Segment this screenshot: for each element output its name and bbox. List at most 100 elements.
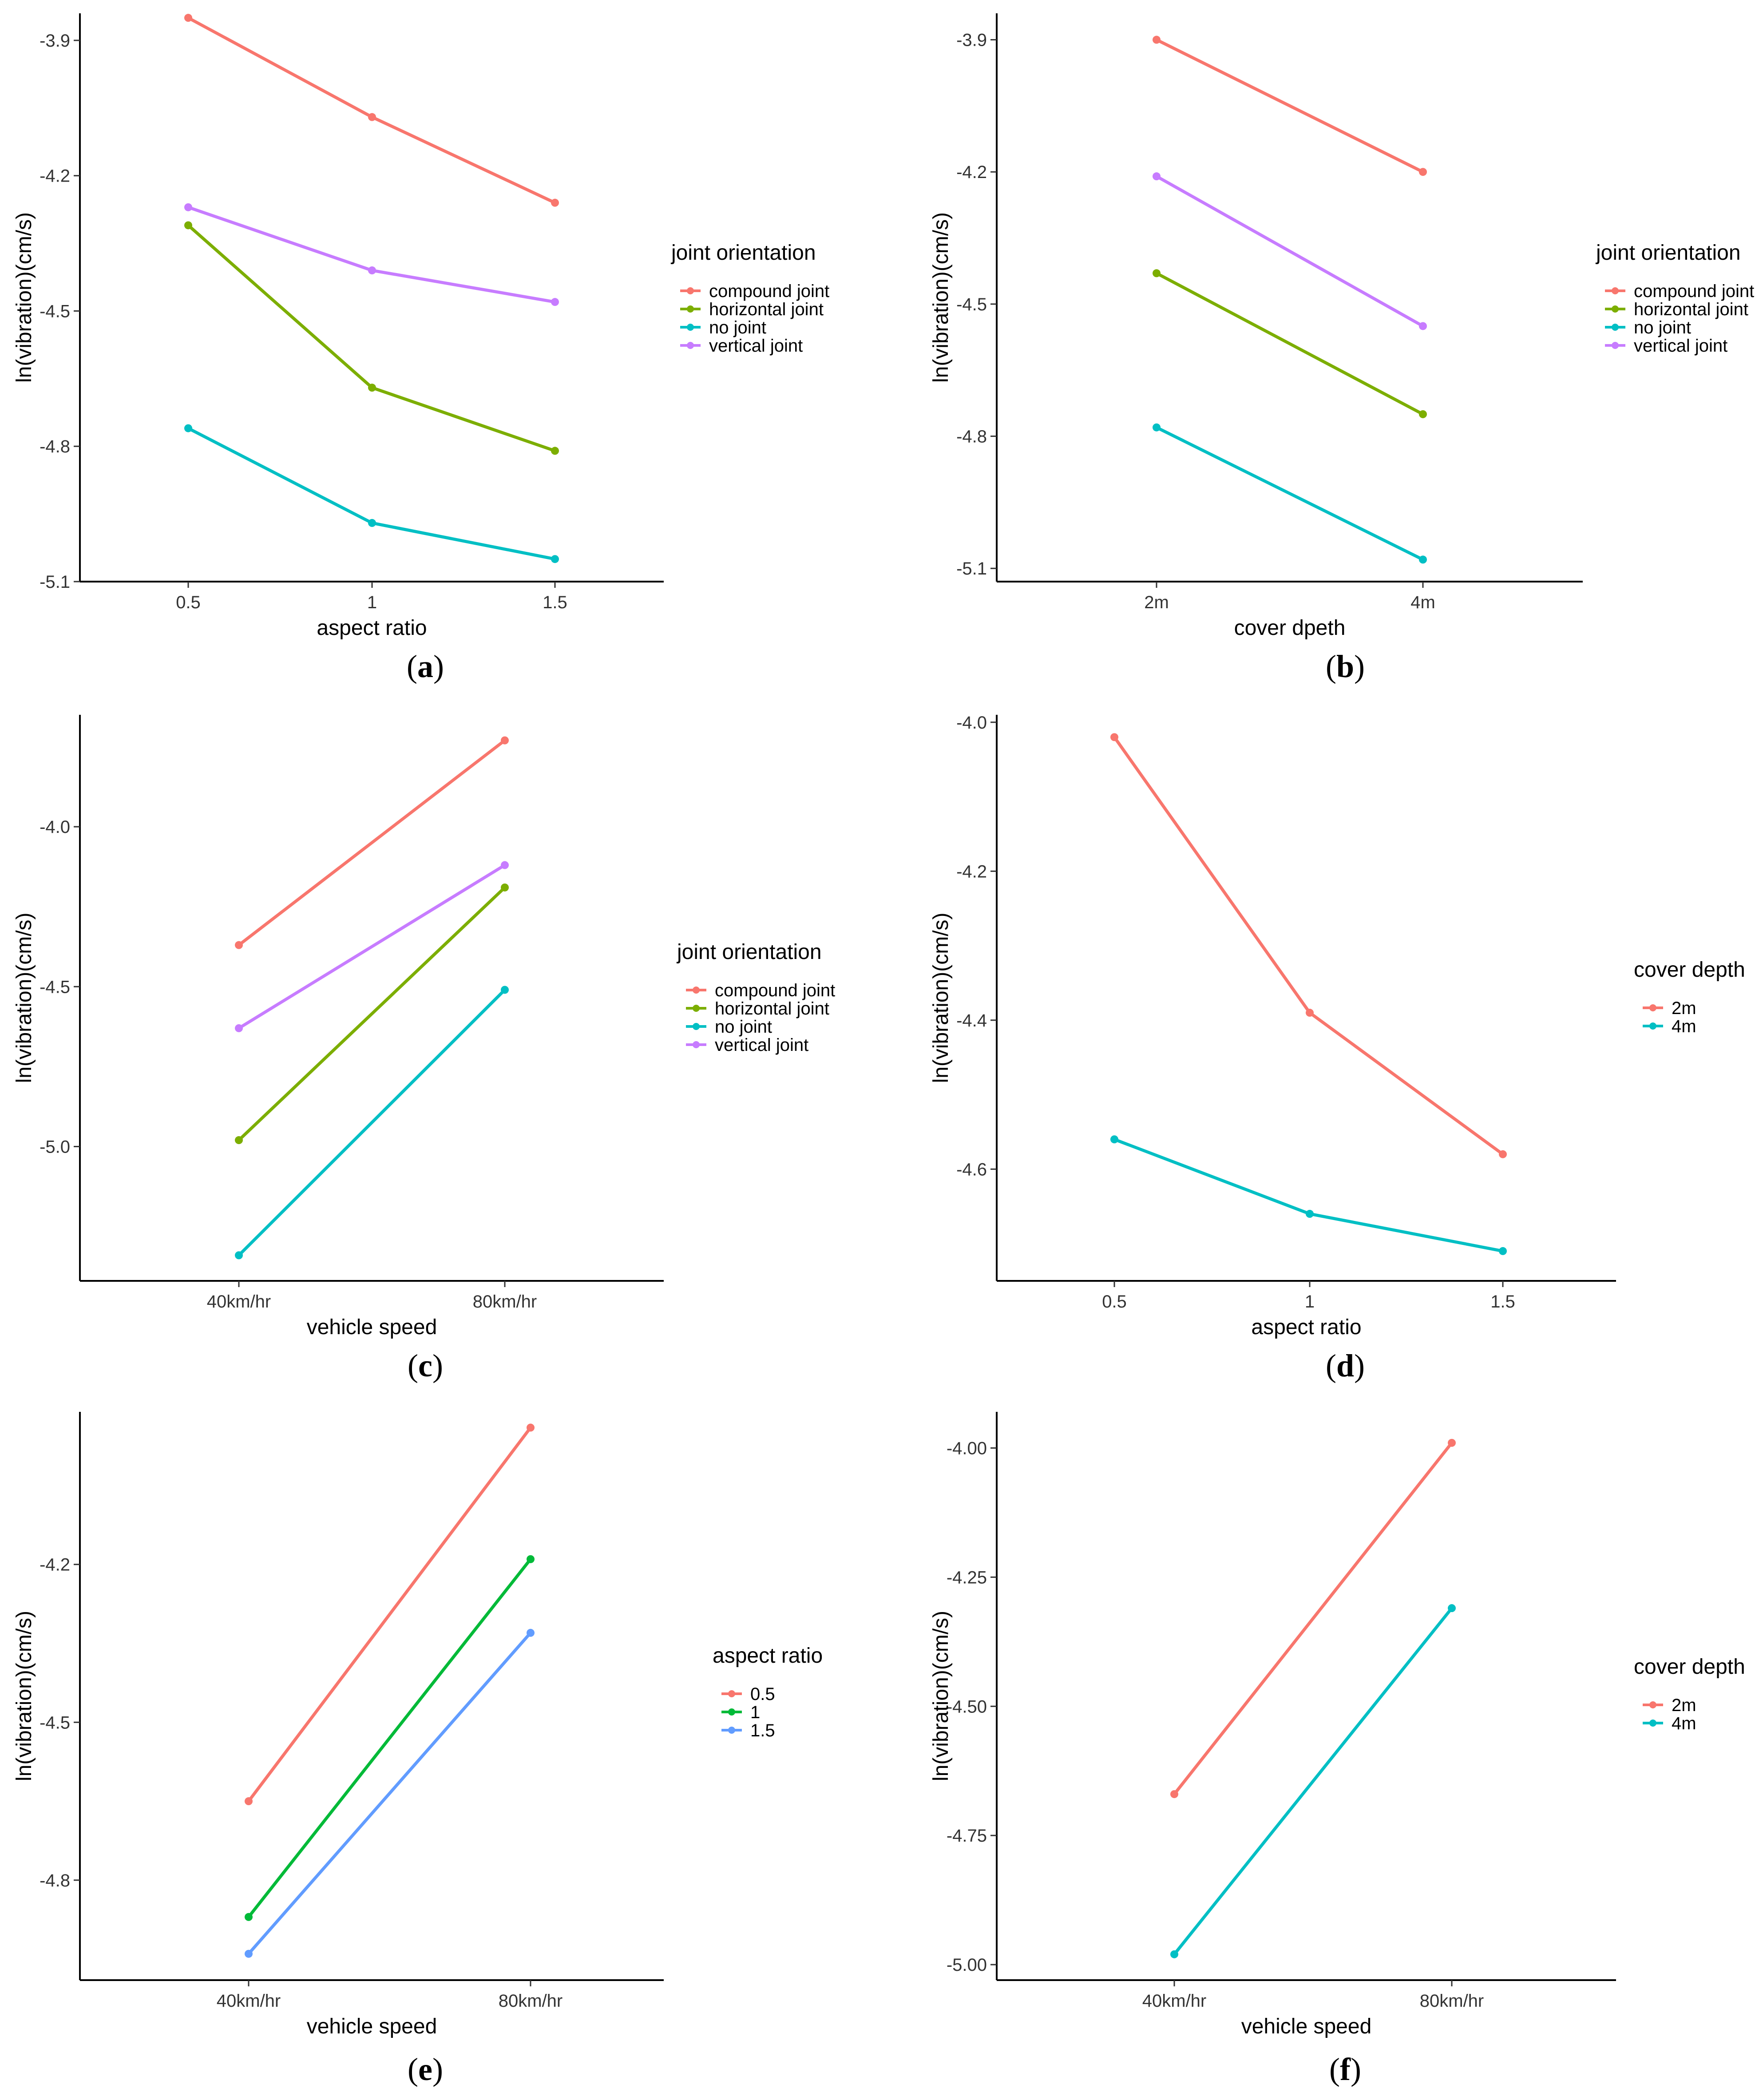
legend-key-point <box>1612 342 1619 349</box>
data-point-no-joint <box>184 424 192 432</box>
data-point-2m <box>1306 1009 1314 1017</box>
data-point-vertical-joint <box>368 266 376 275</box>
caption-letter: b <box>1336 649 1354 684</box>
caption-letter: e <box>418 2052 432 2087</box>
data-point-2m <box>1110 733 1118 741</box>
data-point-0.5 <box>245 1797 253 1806</box>
y-tick-label: -4.6 <box>956 1160 987 1179</box>
data-point-0.5 <box>527 1423 535 1432</box>
legend-key-point <box>1649 1004 1656 1011</box>
y-tick-label: -3.9 <box>40 31 70 51</box>
y-tick-label: -4.2 <box>956 862 987 881</box>
series-line-0.5 <box>247 1426 532 1803</box>
panel-caption: (f) <box>1329 2052 1361 2087</box>
data-point-1 <box>527 1555 535 1563</box>
x-tick-label: 1 <box>367 593 377 612</box>
y-axis-title: ln(vibration)(cm/s) <box>12 912 36 1083</box>
data-point-no-joint <box>368 519 376 527</box>
series-line-no-joint <box>1155 426 1425 561</box>
data-point-compound-joint <box>501 736 509 745</box>
legend-label: 2m <box>1672 998 1696 1018</box>
y-tick-label: -4.8 <box>40 437 70 456</box>
data-point-no-joint <box>1153 423 1161 432</box>
panel-a: -3.9 -4.2 -4.5 -4.8 -5.1 0.5 1 1.5 aspect ratio l… <box>12 13 829 684</box>
y-tick-label: -4.4 <box>956 1011 987 1030</box>
legend-title: joint orientation <box>670 241 816 265</box>
legend-label: horizontal joint <box>709 300 824 319</box>
data-point-compound-joint <box>235 941 243 949</box>
x-axis-title: aspect ratio <box>1251 1315 1361 1339</box>
legend-label: 2m <box>1672 1696 1696 1715</box>
legend-label: horizontal joint <box>715 999 829 1018</box>
legend-title: joint orientation <box>1595 241 1741 265</box>
data-point-vertical-joint <box>501 861 509 869</box>
data-point-no-joint <box>1419 555 1427 564</box>
caption-letter: c <box>418 1348 432 1383</box>
y-tick-label: -4.75 <box>947 1826 987 1846</box>
data-point-compound-joint <box>551 198 559 207</box>
panel-e: -4.2 -4.5 -4.8 40km/hr 80km/hr vehicle speed l… <box>12 1412 823 2087</box>
legend-key-point <box>728 1690 735 1697</box>
legend-label: no joint <box>1634 318 1691 337</box>
series-line-no-joint <box>186 427 557 561</box>
x-axis-title: cover dpeth <box>1234 616 1346 640</box>
data-point-horizontal-joint <box>184 221 192 230</box>
x-axis-title: aspect ratio <box>317 616 427 640</box>
legend-key-point <box>1649 1022 1656 1030</box>
y-tick-label: -3.9 <box>956 31 987 50</box>
panel-caption: (b) <box>1326 649 1365 684</box>
panel-caption: (a) <box>407 649 444 684</box>
legend-title: cover depth <box>1634 1655 1745 1679</box>
y-tick-label: -4.5 <box>40 301 70 321</box>
caption-paren-close: ) <box>433 649 444 684</box>
legend-label: vertical joint <box>709 336 803 356</box>
y-tick-label: -4.2 <box>40 166 70 186</box>
legend-key-point <box>687 287 694 294</box>
legend-key-point <box>1649 1720 1656 1727</box>
legend-key-point <box>1649 1701 1656 1708</box>
caption-letter: f <box>1340 2052 1351 2087</box>
data-point-2m <box>1499 1150 1507 1158</box>
panel-caption: (d) <box>1326 1348 1365 1383</box>
y-axis-title: ln(vibration)(cm/s) <box>929 912 953 1083</box>
y-tick-label: -5.1 <box>40 572 70 592</box>
data-point-4m <box>1306 1210 1314 1218</box>
legend-label: 4m <box>1672 1714 1696 1733</box>
caption-paren-open: ( <box>1326 1348 1336 1383</box>
data-point-vertical-joint <box>184 203 192 211</box>
data-point-compound-joint <box>1153 36 1161 44</box>
panel-d: -4.0 -4.2 -4.4 -4.6 0.5 1 1.5 aspect ratio ln(vi… <box>929 713 1745 1383</box>
data-point-4m <box>1499 1247 1507 1255</box>
legend-label: no joint <box>715 1017 772 1037</box>
series-line-compound-joint <box>186 16 557 205</box>
data-point-vertical-joint <box>1153 172 1161 181</box>
series-line-vertical-joint <box>186 206 557 304</box>
caption-paren-open: ( <box>407 649 417 684</box>
legend-key-point <box>1612 287 1619 294</box>
legend-label: vertical joint <box>1634 336 1727 356</box>
data-point-horizontal-joint <box>368 384 376 392</box>
legend-label: 1 <box>750 1703 760 1722</box>
y-tick-label: -4.8 <box>956 427 987 447</box>
panel-caption: (c) <box>408 1348 443 1383</box>
data-point-2m <box>1448 1438 1456 1447</box>
x-tick-label: 1.5 <box>1490 1292 1515 1312</box>
series-line-1.5 <box>247 1631 532 1956</box>
legend-key-point <box>687 324 694 331</box>
x-tick-label: 40km/hr <box>207 1292 271 1312</box>
caption-paren-open: ( <box>408 1348 418 1383</box>
panel-caption: (e) <box>408 2052 443 2087</box>
legend-key-point <box>693 987 700 994</box>
x-tick-label: 80km/hr <box>499 1991 563 2011</box>
data-point-vertical-joint <box>1419 322 1427 330</box>
caption-paren-open: ( <box>1329 2052 1340 2087</box>
x-tick-label: 80km/hr <box>473 1292 537 1312</box>
y-tick-label: -4.2 <box>40 1555 70 1575</box>
data-point-1.5 <box>527 1628 535 1637</box>
series-line-compound-joint <box>237 739 507 947</box>
y-tick-label: -4.25 <box>947 1568 987 1587</box>
series-line-4m <box>1173 1606 1454 1956</box>
legend-key-point <box>687 305 694 313</box>
series-line-compound-joint <box>1155 38 1425 174</box>
data-point-horizontal-joint <box>551 447 559 455</box>
